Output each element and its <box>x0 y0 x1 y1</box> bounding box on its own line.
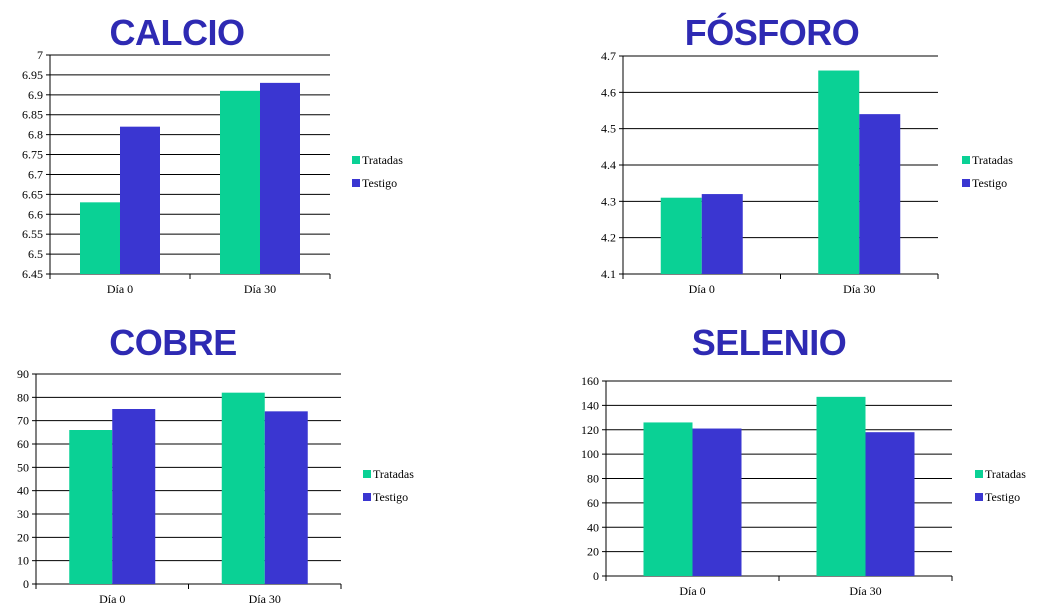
selenio-legend-label-testigo: Testigo <box>985 490 1020 504</box>
calcio-y-tick-label: 6.95 <box>22 68 43 82</box>
fosforo-bar-testigo-dia-30 <box>859 114 901 274</box>
cobre-y-tick-label: 20 <box>17 530 29 544</box>
selenio-bar-testigo-dia-30 <box>865 432 915 576</box>
cobre-y-tick-label: 80 <box>17 390 29 404</box>
cobre-x-tick-label: Día 0 <box>99 592 125 606</box>
calcio-y-tick-label: 6.6 <box>28 207 43 221</box>
fosforo-x-tick-label: Día 30 <box>843 282 875 296</box>
selenio-y-tick-label: 80 <box>587 472 599 486</box>
selenio-y-tick-label: 60 <box>587 496 599 510</box>
calcio-y-tick-label: 6.65 <box>22 187 43 201</box>
calcio-y-tick-label: 6.55 <box>22 227 43 241</box>
calcio-y-tick-label: 6.8 <box>28 128 43 142</box>
calcio-legend-swatch-tratadas <box>352 156 360 164</box>
cobre-legend-label-testigo: Testigo <box>373 490 408 504</box>
cobre-bar-testigo-dia-30 <box>264 411 308 584</box>
cobre-bar-tratadas-dia-0 <box>69 430 113 584</box>
calcio-y-tick-label: 6.45 <box>22 267 43 281</box>
fosforo-y-tick-label: 4.2 <box>601 231 616 245</box>
calcio-legend-label-testigo: Testigo <box>362 176 397 190</box>
cobre-legend-swatch-tratadas <box>363 470 371 478</box>
cobre-y-tick-label: 0 <box>23 577 29 591</box>
calcio-legend-label-tratadas: Tratadas <box>362 153 403 167</box>
fosforo-legend-label-tratadas: Tratadas <box>972 153 1013 167</box>
calcio-y-tick-label: 6.5 <box>28 247 43 261</box>
selenio-y-tick-label: 120 <box>581 423 599 437</box>
fosforo-y-tick-label: 4.6 <box>601 85 616 99</box>
selenio-y-tick-label: 140 <box>581 398 599 412</box>
calcio-y-tick-label: 6.85 <box>22 108 43 122</box>
cobre-y-tick-label: 40 <box>17 484 29 498</box>
cobre-y-tick-label: 60 <box>17 437 29 451</box>
calcio-x-tick-label: Día 30 <box>244 282 276 296</box>
calcio-legend-swatch-testigo <box>352 179 360 187</box>
selenio-chart-title: SELENIO <box>691 322 847 363</box>
selenio-y-tick-label: 0 <box>593 569 599 583</box>
cobre-y-tick-label: 90 <box>17 367 29 381</box>
fosforo-bar-tratadas-dia-0 <box>660 197 702 274</box>
calcio-x-tick-label: Día 0 <box>107 282 133 296</box>
fosforo-y-tick-label: 4.4 <box>601 158 616 172</box>
selenio-y-tick-label: 160 <box>581 374 599 388</box>
cobre-y-tick-label: 30 <box>17 507 29 521</box>
cobre-legend-label-tratadas: Tratadas <box>373 467 414 481</box>
selenio-legend-swatch-tratadas <box>975 470 983 478</box>
fosforo-y-tick-label: 4.3 <box>601 194 616 208</box>
selenio-bar-tratadas-dia-30 <box>816 396 866 576</box>
calcio-bar-tratadas-dia-0 <box>80 202 120 274</box>
cobre-bar-tratadas-dia-30 <box>221 392 265 584</box>
selenio-y-tick-label: 40 <box>587 520 599 534</box>
fosforo-y-tick-label: 4.7 <box>601 49 616 63</box>
cobre-y-tick-label: 50 <box>17 460 29 474</box>
calcio-y-tick-label: 7 <box>37 48 43 62</box>
selenio-x-tick-label: Día 0 <box>679 584 705 598</box>
selenio-y-tick-label: 20 <box>587 545 599 559</box>
calcio-y-tick-label: 6.75 <box>22 148 43 162</box>
calcio-y-tick-label: 6.7 <box>28 167 43 181</box>
calcio-bar-tratadas-dia-30 <box>220 90 260 274</box>
selenio-y-tick-label: 100 <box>581 447 599 461</box>
cobre-bar-testigo-dia-0 <box>112 409 156 584</box>
fosforo-y-tick-label: 4.5 <box>601 122 616 136</box>
selenio-bar-testigo-dia-0 <box>692 428 742 576</box>
calcio-y-tick-label: 6.9 <box>28 88 43 102</box>
cobre-chart-title: COBRE <box>109 322 237 363</box>
fosforo-legend-swatch-tratadas <box>962 156 970 164</box>
fosforo-x-tick-label: Día 0 <box>689 282 715 296</box>
fosforo-chart-title: FÓSFORO <box>684 12 860 53</box>
fosforo-legend-label-testigo: Testigo <box>972 176 1007 190</box>
fosforo-y-tick-label: 4.1 <box>601 267 616 281</box>
cobre-y-tick-label: 70 <box>17 414 29 428</box>
selenio-bar-tratadas-dia-0 <box>643 422 693 576</box>
selenio-legend-label-tratadas: Tratadas <box>985 467 1026 481</box>
calcio-chart-title: CALCIO <box>109 12 246 53</box>
selenio-x-tick-label: Día 30 <box>849 584 881 598</box>
selenio-legend-swatch-testigo <box>975 493 983 501</box>
fosforo-legend-swatch-testigo <box>962 179 970 187</box>
cobre-x-tick-label: Día 30 <box>249 592 281 606</box>
cobre-y-tick-label: 10 <box>17 554 29 568</box>
cobre-legend-swatch-testigo <box>363 493 371 501</box>
calcio-bar-testigo-dia-0 <box>120 126 160 274</box>
fosforo-bar-testigo-dia-0 <box>701 194 743 274</box>
calcio-bar-testigo-dia-30 <box>260 82 300 274</box>
fosforo-bar-tratadas-dia-30 <box>818 70 860 275</box>
